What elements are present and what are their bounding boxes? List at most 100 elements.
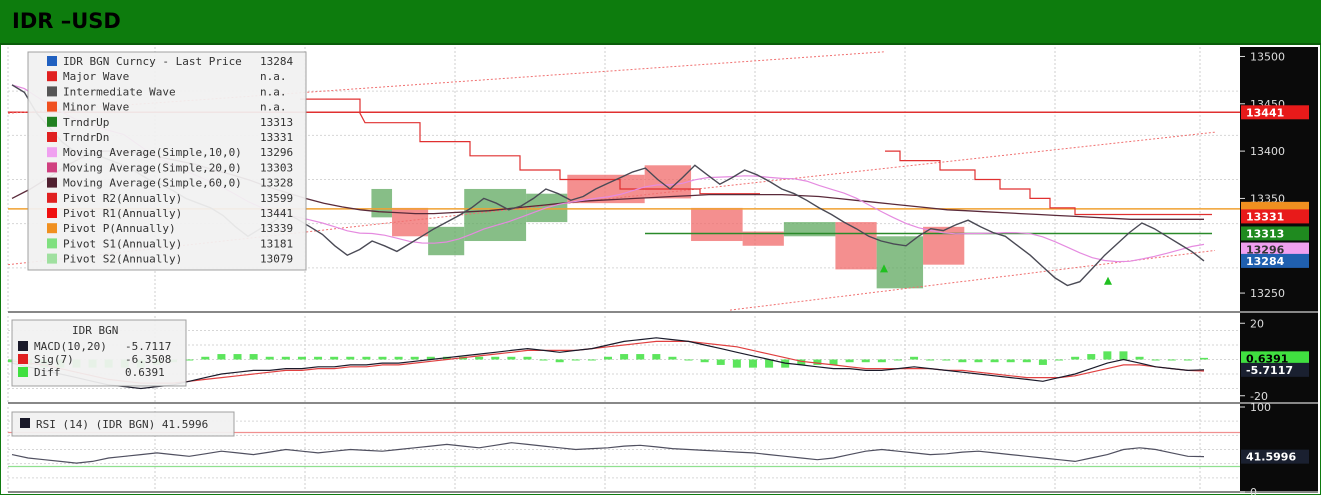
legend-label: Minor Wave <box>63 101 129 114</box>
diff-bar <box>1200 357 1208 360</box>
red-box <box>742 231 784 246</box>
legend-background <box>11 319 187 387</box>
diff-bar <box>990 359 999 363</box>
legend-label: Moving Average(Simple,60,0) <box>63 177 242 190</box>
diff-bar <box>265 356 274 360</box>
diff-bar <box>910 356 919 360</box>
legend-swatch <box>47 147 57 158</box>
diff-bar <box>571 359 580 361</box>
diff-bar <box>926 359 935 361</box>
diff-bar <box>1183 359 1192 361</box>
diff-bar <box>346 356 355 360</box>
diff-bar <box>700 359 709 363</box>
y-tick-label: 13250 <box>1250 287 1285 300</box>
diff-bar <box>410 356 419 360</box>
diff-bar <box>539 359 548 361</box>
legend-value: 13079 <box>260 253 293 266</box>
diff-bar <box>362 356 371 360</box>
diff-bar <box>636 354 645 360</box>
legend-swatch <box>20 418 30 428</box>
diff-bar <box>748 359 757 368</box>
legend-label: RSI (14) (IDR BGN) 41.5996 <box>36 418 208 431</box>
diff-bar <box>958 359 967 363</box>
signal-line <box>11 340 1205 384</box>
price-tag-label: 0.6391 <box>1246 352 1288 365</box>
legend-label: Major Wave <box>63 70 129 83</box>
diff-bar <box>587 359 596 361</box>
y-tick-label: 20 <box>1250 317 1264 330</box>
diff-bar <box>491 356 500 360</box>
trend-down-step-line <box>885 150 1212 216</box>
green-box <box>428 226 465 256</box>
legend-label: Pivot S1(Annually) <box>63 237 182 250</box>
legend-swatch <box>47 177 57 188</box>
y-tick-label: 100 <box>1250 401 1271 414</box>
legend-label: TrndrDn <box>63 131 109 144</box>
diff-bar <box>861 359 870 363</box>
diff-bar <box>668 356 677 360</box>
legend-value: 13339 <box>260 222 293 235</box>
macd-legend-box: IDR BGN MACD(10,20) -5.7117 Sig(7) -6.3508 Di… <box>11 319 187 387</box>
diff-bar <box>297 356 306 360</box>
legend-swatch <box>47 116 57 127</box>
legend-swatch <box>47 238 57 249</box>
legend-value: 13296 <box>260 146 293 159</box>
red-box <box>644 165 692 199</box>
diff-bar <box>185 359 194 361</box>
trend-line-lower <box>729 249 1216 311</box>
price-tag <box>1241 253 1309 268</box>
legend-value: 13181 <box>260 237 293 250</box>
diff-bar <box>330 356 339 360</box>
green-box <box>876 236 924 289</box>
legend-swatch <box>47 101 57 112</box>
legend-label: Pivot S2(Annually) <box>63 253 182 266</box>
legend-label: Pivot R1(Annually) <box>63 207 182 220</box>
diff-bar <box>974 359 983 363</box>
price-tag <box>1241 226 1309 241</box>
diff-bar <box>281 356 290 360</box>
price-tag <box>1241 449 1309 464</box>
diff-bar <box>555 359 564 363</box>
axis-background <box>1240 47 1318 492</box>
price-tag <box>1241 209 1309 224</box>
legend-swatch <box>47 253 57 264</box>
diff-bar <box>1151 359 1160 361</box>
trend-line-upper <box>7 51 886 114</box>
page-title: IDR –USD <box>12 9 121 33</box>
legend-label: Moving Average(Simple,10,0) <box>63 146 242 159</box>
diff-bar <box>797 359 806 365</box>
legend-swatch <box>47 223 57 234</box>
legend-swatch <box>18 341 28 351</box>
signal-triangle <box>1104 276 1112 285</box>
legend-swatch <box>47 86 57 97</box>
price-tag-label: 13284 <box>1246 255 1285 268</box>
diff-bar <box>475 356 484 360</box>
legend-value: n.a. <box>260 70 287 83</box>
price-tag <box>1241 351 1309 366</box>
diff-bar <box>716 359 725 365</box>
diff-bar <box>877 359 886 363</box>
price-tag-label: -5.7117 <box>1246 364 1293 377</box>
price-tag <box>1241 362 1309 377</box>
diff-bar <box>829 359 838 365</box>
legend-value: n.a. <box>260 101 287 114</box>
diff-bar <box>426 356 435 360</box>
red-box <box>835 222 877 270</box>
diff-bar <box>1006 359 1015 363</box>
diff-bar <box>378 356 387 360</box>
diff-bar <box>233 354 242 360</box>
diff-bar <box>1022 359 1031 363</box>
diff-bar <box>1071 356 1080 360</box>
diff-bar <box>1087 354 1096 360</box>
legend-value: 13303 <box>260 161 293 174</box>
legend-value: n.a. <box>260 85 287 98</box>
diff-bar <box>942 359 951 361</box>
legend-label: IDR BGN Curncy - Last Price <box>63 55 242 68</box>
y-tick-label: 0 <box>1250 486 1257 495</box>
diff-bar <box>1119 351 1128 360</box>
price-tag-label: 13296 <box>1246 244 1285 257</box>
diff-bar <box>249 354 258 360</box>
legend-label: Diff <box>34 366 61 379</box>
diff-bar <box>1103 351 1112 360</box>
